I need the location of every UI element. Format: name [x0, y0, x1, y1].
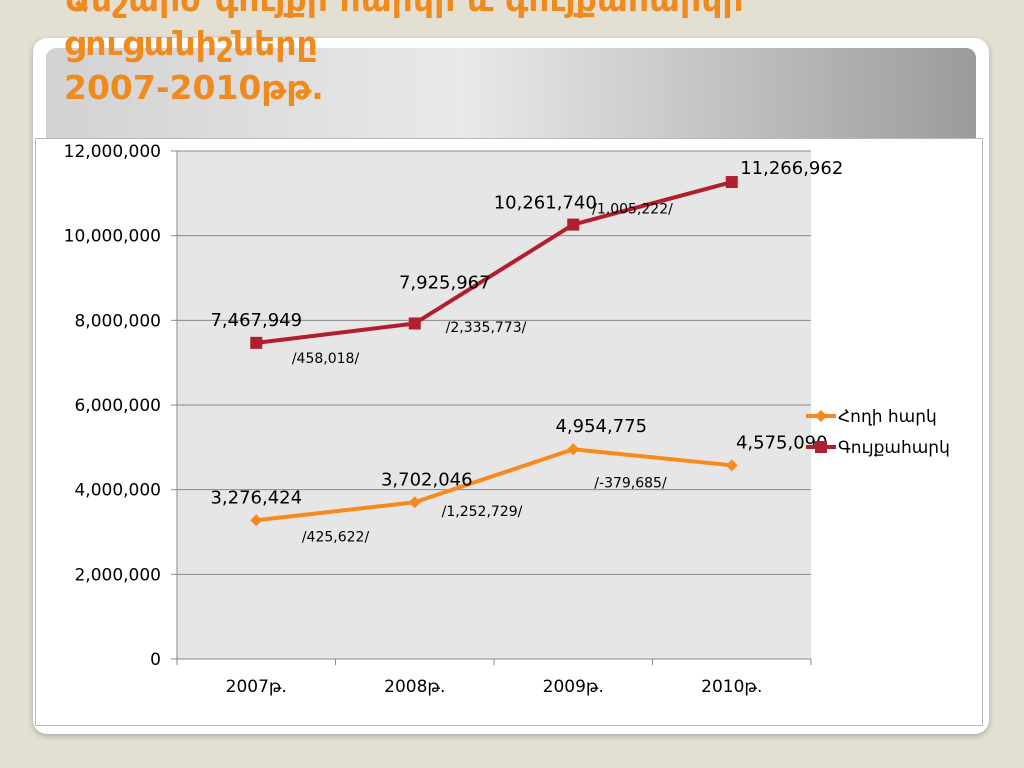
x-tick-label: 2008թ.	[384, 677, 445, 697]
data-point	[725, 459, 738, 472]
data-point	[250, 336, 263, 349]
change-label: /425,622/	[302, 529, 370, 545]
x-tick-label: 2009թ.	[543, 677, 604, 697]
series-lines	[256, 180, 733, 523]
y-tick-label: 4,000,000	[74, 481, 161, 501]
y-tick-label: 0	[150, 650, 161, 670]
data-label: 7,925,967	[399, 272, 491, 293]
series-line	[256, 447, 732, 523]
y-tick-label: 6,000,000	[74, 396, 161, 416]
change-label: /458,018/	[292, 351, 360, 367]
legend-marker	[815, 441, 827, 453]
y-tick-label: 2,000,000	[74, 565, 161, 585]
series-markers	[250, 176, 738, 527]
legend: Հողի հարկ Գույքահարկ	[806, 407, 950, 458]
data-label: 3,276,424	[210, 487, 302, 508]
title-band	[46, 48, 976, 140]
legend-marker	[815, 410, 827, 422]
slide-title: Անշարժ գույքի հարկի և գույքահարկի ցուցան…	[64, 0, 744, 107]
change-label: /1,252,729/	[442, 504, 523, 520]
data-label: 4,954,775	[555, 416, 647, 437]
tick-labels: 0 2,000,000 4,000,000 6,000,000 8,000,000 10,…	[64, 142, 763, 697]
change-label: /2,335,773/	[446, 320, 527, 336]
x-tick-label: 2010թ.	[701, 677, 762, 697]
gridlines	[171, 150, 811, 660]
y-tick-label: 10,000,000	[64, 227, 161, 247]
x-tick-label: 2007թ.	[226, 677, 287, 697]
data-label: 7,467,949	[210, 310, 302, 331]
change-label: /1,005,222/	[592, 201, 673, 217]
data-point	[567, 443, 580, 456]
legend-label: Գույքահարկ	[838, 438, 950, 458]
data-label: 4,575,090	[736, 432, 828, 453]
series-line	[256, 180, 733, 345]
legend-label: Հողի հարկ	[838, 407, 937, 427]
data-label: 10,261,740	[494, 193, 597, 214]
y-tick-label: 8,000,000	[74, 311, 161, 331]
data-label: 3,702,046	[381, 469, 473, 490]
axes	[176, 151, 812, 665]
data-point	[567, 218, 580, 231]
data-point	[250, 514, 263, 527]
data-label: 11,266,962	[740, 158, 843, 179]
change-label: /-379,685/	[594, 475, 667, 491]
data-labels: 3,276,424 3,702,046 4,954,775 4,575,090/425…	[210, 158, 843, 545]
y-tick-label: 12,000,000	[64, 142, 161, 162]
data-point	[408, 496, 421, 509]
data-point	[725, 176, 738, 189]
data-point	[408, 317, 421, 330]
